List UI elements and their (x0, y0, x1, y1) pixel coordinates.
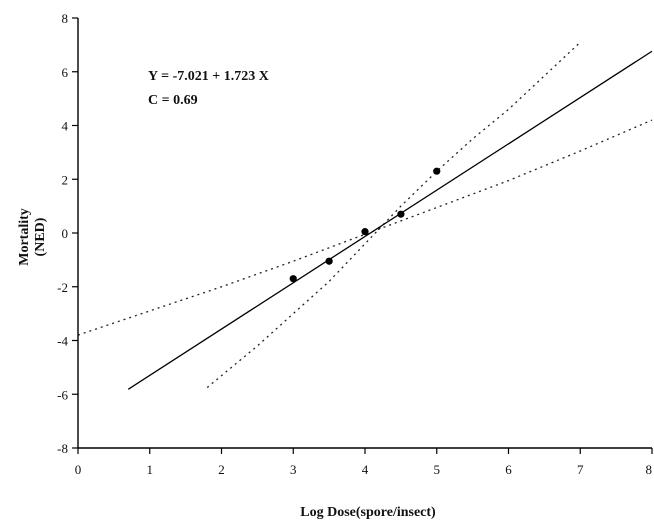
confidence-band-lower (77, 119, 653, 336)
regression-line (127, 50, 653, 390)
x-tick-label: 7 (577, 462, 584, 477)
x-tick-label: 3 (290, 462, 297, 477)
y-axis-title-line-2: (NED) (33, 217, 48, 256)
y-tick-label: -2 (57, 280, 68, 295)
y-tick-label: 4 (62, 119, 69, 134)
c-value-label: C = 0.69 (148, 93, 198, 108)
data-point (361, 228, 369, 236)
x-axis-title: Log Dose(spore/insect) (300, 505, 436, 520)
data-point (397, 210, 405, 218)
x-tick-label: 1 (147, 462, 154, 477)
x-tick-label: 8 (646, 462, 653, 477)
y-axis-title-line-1: Mortality (17, 208, 32, 266)
x-tick-label: 0 (75, 462, 82, 477)
x-tick-label: 6 (505, 462, 512, 477)
regression-line-group (127, 50, 653, 390)
y-tick-label: 2 (62, 172, 69, 187)
y-tick-label: 0 (62, 226, 69, 241)
data-points (289, 167, 441, 283)
annotation-box: Y = -7.021 + 1.723 X C = 0.69 (148, 69, 269, 108)
axes: -8 -6 -4 -2 0 2 4 6 8 0 1 2 3 4 5 6 7 8 (57, 11, 653, 477)
equation-label: Y = -7.021 + 1.723 X (148, 69, 269, 84)
x-tick-label: 2 (218, 462, 225, 477)
data-point (289, 275, 297, 283)
x-tick-label: 5 (434, 462, 441, 477)
y-tick-label: -8 (57, 441, 68, 456)
y-axis-title: Mortality (NED) (17, 208, 48, 266)
y-tick-label: -6 (57, 387, 68, 402)
y-tick-label: 8 (62, 11, 69, 26)
confidence-band-upper (206, 41, 581, 389)
data-point (433, 167, 441, 175)
y-tick-label: -4 (57, 334, 68, 349)
data-point (325, 257, 333, 265)
y-tick-label: 6 (62, 65, 69, 80)
x-tick-label: 4 (362, 462, 369, 477)
